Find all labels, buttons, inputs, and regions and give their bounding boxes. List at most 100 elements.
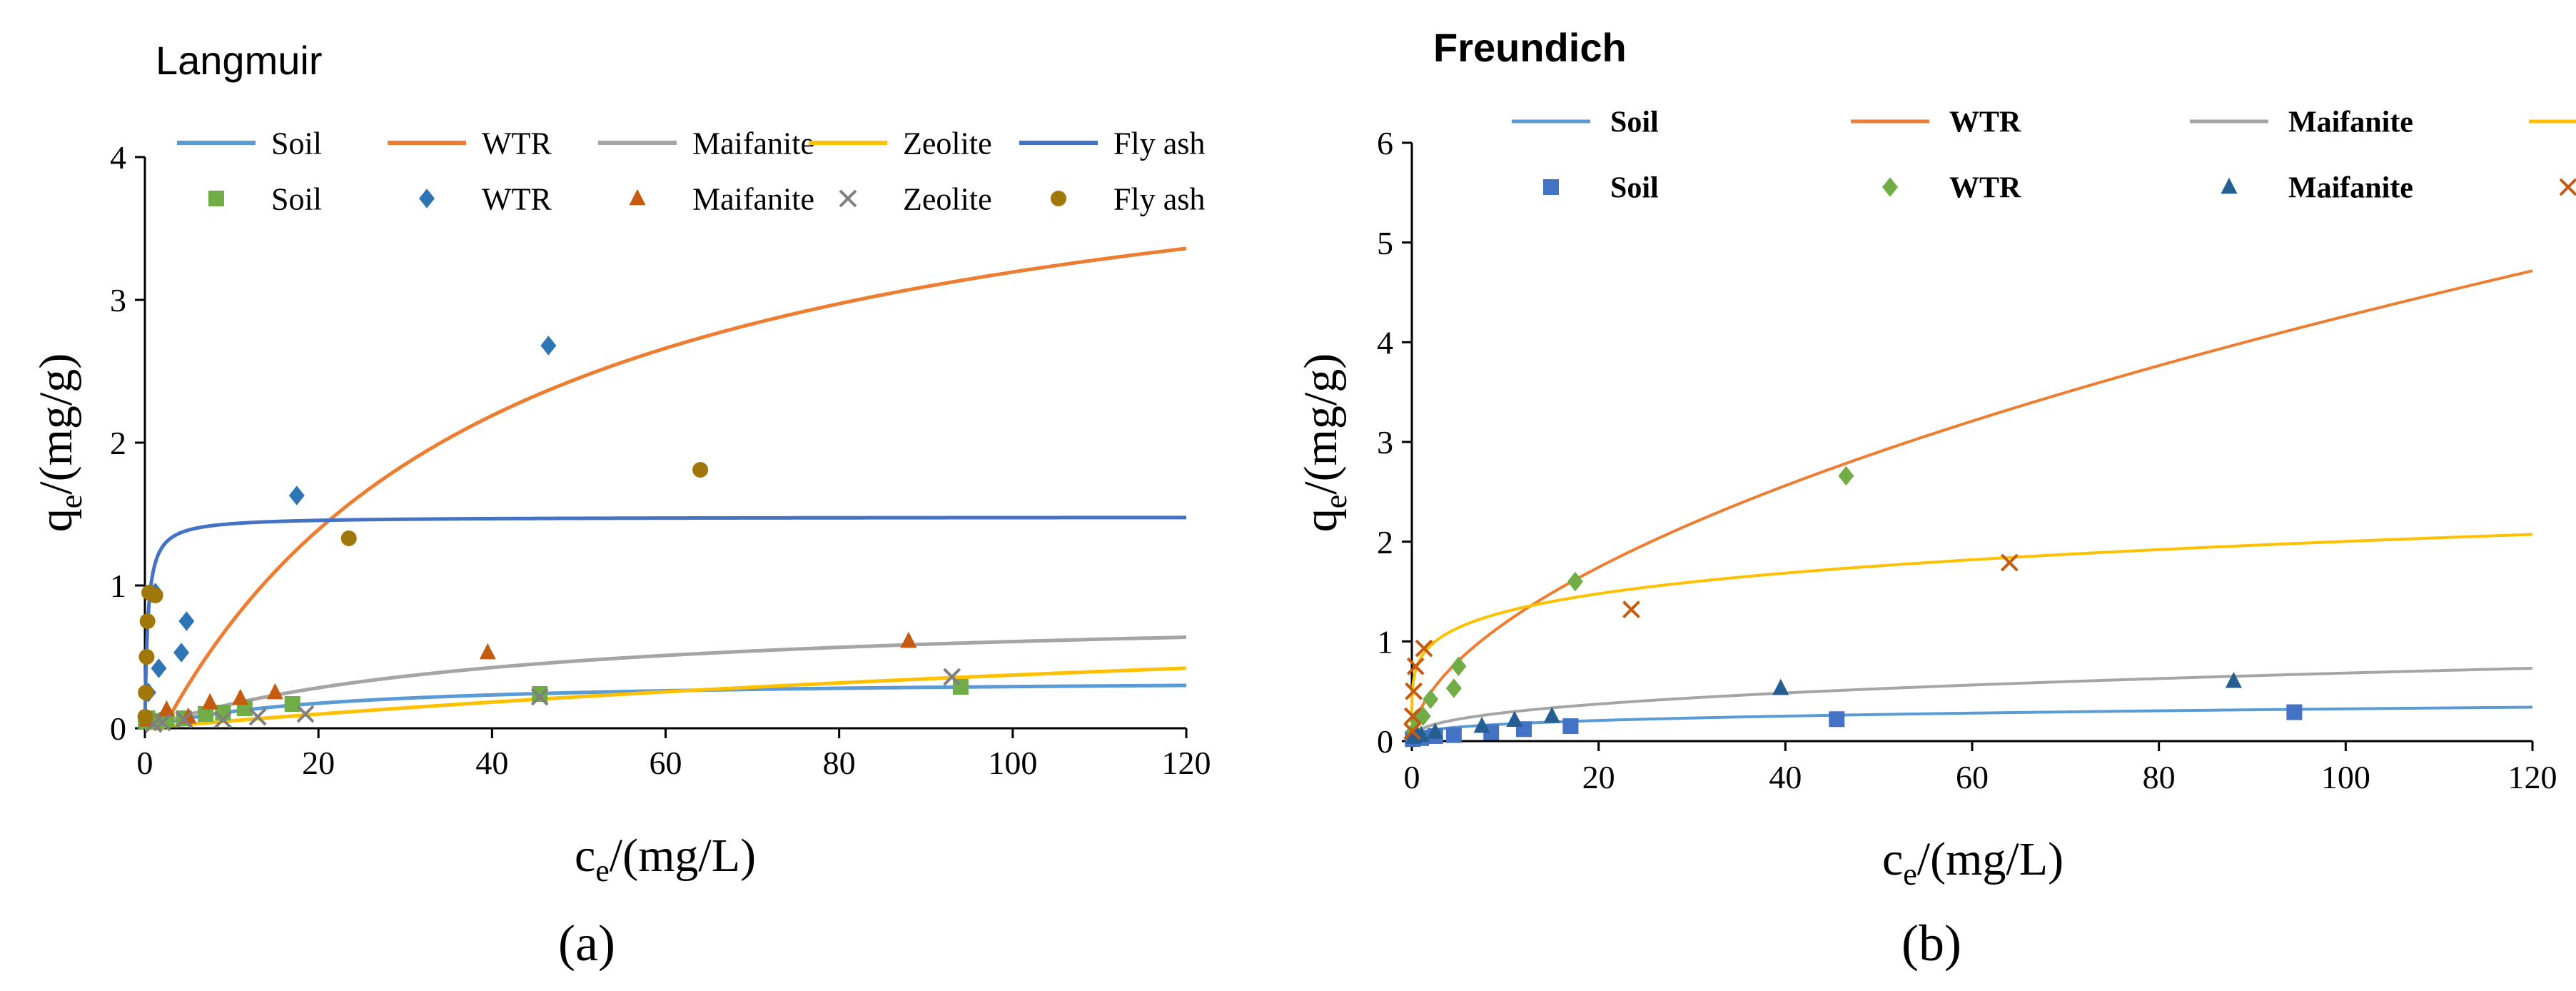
- a-legend-label-point-zeolite: Zeolite: [903, 181, 992, 216]
- a-legend-label-line-fly-ash: Fly ash: [1113, 126, 1205, 161]
- panel-a-xlabel-rest: /(mg/L): [610, 830, 756, 882]
- a-legend-label-line-soil: Soil: [271, 126, 322, 161]
- b-ytick-label-3: 3: [1377, 424, 1393, 461]
- a-legend-label-point-wtr: WTR: [482, 181, 552, 216]
- a-point-zeolite: [296, 705, 315, 723]
- b-point-soil: [1445, 727, 1462, 743]
- b-point-maifanite: [1543, 706, 1560, 723]
- b-ytick-label-6: 6: [1377, 125, 1393, 161]
- b-point-fly-ash: [1405, 682, 1423, 700]
- a-point-wtr: [173, 643, 190, 663]
- b-point-fly-ash: [1622, 600, 1640, 619]
- a-point-zeolite: [248, 708, 267, 726]
- a-point-fly-ash: [139, 613, 156, 629]
- b-xtick-label-80: 80: [2143, 759, 2176, 795]
- a-xtick-label-40: 40: [475, 745, 508, 781]
- panel-b-ylabel-main: q: [1295, 508, 1347, 532]
- a-legend-label-line-zeolite: Zeolite: [903, 126, 992, 161]
- b-point-fly-ash: [1415, 639, 1433, 658]
- b-point-wtr: [1567, 571, 1583, 592]
- a-ytick-label-0: 0: [110, 710, 126, 747]
- b-legend-marker-maifanite: [2221, 177, 2238, 194]
- b-xtick-label-0: 0: [1404, 759, 1420, 795]
- a-point-zeolite: [214, 710, 232, 729]
- b-ytick-label-0: 0: [1377, 723, 1393, 760]
- b-point-maifanite: [1506, 710, 1523, 728]
- a-legend-marker-wtr: [419, 188, 435, 208]
- panel-a-caption: (a): [558, 915, 615, 972]
- a-point-maifanite: [158, 700, 175, 717]
- b-legend-label-line-maifanite: Maifanite: [2288, 106, 2413, 139]
- b-ytick-label-4: 4: [1377, 324, 1393, 361]
- a-point-soil: [532, 686, 548, 702]
- panel-b-caption: (b): [1901, 915, 1961, 972]
- a-xtick-label-60: 60: [650, 745, 682, 781]
- a-point-zeolite: [175, 710, 193, 729]
- b-point-maifanite: [2225, 672, 2242, 688]
- b-legend-marker-wtr: [1882, 177, 1898, 197]
- panel-a-ylabel-rest: /(mg/g): [30, 353, 82, 495]
- a-point-maifanite: [900, 631, 917, 648]
- panel-b-title: Freundich: [1433, 25, 1627, 70]
- b-legend-marker-soil: [1543, 179, 1559, 195]
- b-xtick-label-100: 100: [2321, 759, 2370, 795]
- panel-b-y-axis-title: qe/(mg/g): [1295, 353, 1353, 533]
- b-point-fly-ash: [1403, 722, 1422, 740]
- panel-a-ylabel-main: q: [30, 508, 82, 532]
- b-xtick-label-60: 60: [1956, 759, 1989, 795]
- b-legend-label-point-maifanite: Maifanite: [2288, 172, 2413, 205]
- a-point-fly-ash: [137, 709, 153, 725]
- a-point-maifanite: [266, 683, 283, 700]
- a-point-fly-ash: [147, 588, 163, 603]
- b-curve-wtr: [1410, 269, 2533, 741]
- b-point-fly-ash: [1406, 657, 1425, 675]
- panel-b-xlabel-sub: e: [1903, 857, 1917, 892]
- b-point-fly-ash: [1403, 707, 1422, 725]
- a-point-fly-ash: [340, 530, 357, 546]
- a-ytick-label-3: 3: [110, 282, 126, 318]
- a-xtick-label-120: 120: [1162, 745, 1211, 781]
- a-point-soil: [198, 706, 214, 722]
- a-legend-label-line-maifanite: Maifanite: [692, 126, 814, 161]
- b-xtick-label-40: 40: [1769, 759, 1802, 795]
- b-legend-marker-fly-ash: [2559, 178, 2576, 196]
- a-point-fly-ash: [138, 685, 154, 700]
- a-point-zeolite: [943, 668, 961, 686]
- panel-b-x-axis-title: ce/(mg/L): [1882, 833, 2064, 892]
- b-point-wtr: [1450, 656, 1467, 676]
- panel-a-x-axis-title: ce/(mg/L): [575, 830, 756, 888]
- a-legend-marker-soil: [208, 191, 224, 206]
- a-point-wtr: [178, 611, 195, 631]
- b-point-maifanite: [1772, 678, 1789, 695]
- a-point-zeolite: [530, 688, 549, 706]
- b-ytick-label-1: 1: [1377, 623, 1393, 660]
- b-xtick-label-20: 20: [1582, 759, 1615, 795]
- a-legend-label-point-maifanite: Maifanite: [692, 181, 814, 216]
- b-legend-label-point-wtr: WTR: [1949, 172, 2021, 205]
- a-point-maifanite: [201, 693, 218, 710]
- b-point-maifanite: [1473, 716, 1490, 733]
- panel-a-y-axis-title: qe/(mg/g): [30, 353, 89, 533]
- panel-a-xlabel-main: c: [575, 830, 595, 882]
- a-ytick-label-1: 1: [110, 568, 126, 604]
- b-point-soil: [1562, 718, 1579, 735]
- b-point-soil: [1829, 711, 1845, 728]
- b-point-wtr: [1423, 689, 1439, 710]
- b-point-maifanite: [1427, 723, 1444, 739]
- a-point-wtr: [288, 486, 305, 505]
- panel-b-xlabel-rest: /(mg/L): [1917, 833, 2064, 885]
- a-xtick-label-80: 80: [823, 745, 856, 781]
- b-legend-label-line-soil: Soil: [1610, 106, 1659, 139]
- b-ytick-label-5: 5: [1377, 225, 1393, 261]
- a-legend-label-point-soil: Soil: [271, 181, 322, 216]
- a-ytick-label-2: 2: [110, 425, 126, 461]
- panel-b-freundlich: Freundich SoilWTRMaifaniteFly ashSoilWTR…: [1295, 25, 2576, 972]
- a-xtick-label-100: 100: [988, 745, 1037, 781]
- a-legend-marker-zeolite: [839, 189, 857, 208]
- b-ytick-label-2: 2: [1377, 524, 1393, 560]
- panel-b-ylabel-rest: /(mg/g): [1295, 353, 1347, 495]
- b-legend-label-line-wtr: WTR: [1949, 106, 2021, 139]
- b-curve-fly-ash: [1410, 533, 2533, 741]
